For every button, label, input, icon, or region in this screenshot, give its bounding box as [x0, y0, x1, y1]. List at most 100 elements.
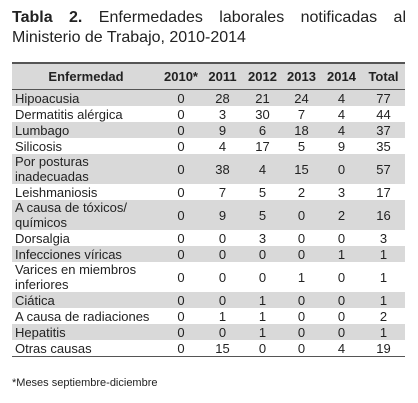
table-row: A causa de radiaciones 0 1 1 0 0 2	[12, 308, 405, 324]
column-header: 2011	[202, 62, 243, 90]
cell-value: 16	[362, 200, 405, 230]
table-row: Hipoacusia 0 28 21 24 4 77	[12, 89, 405, 106]
cell-value: 1	[379, 269, 388, 285]
cell-value: 0	[160, 246, 202, 262]
cell-value: 57	[362, 154, 405, 184]
cell-value: 1	[297, 269, 306, 285]
cell-value: 1	[362, 324, 405, 340]
column-header: 2013	[282, 62, 321, 90]
row-label: Silicosis	[15, 138, 62, 154]
cell-value: 30	[255, 106, 270, 122]
cell-value: 7	[218, 184, 227, 200]
cell-value: 4	[321, 89, 362, 106]
title-text: Enfermedades laborales notificadas al Mi…	[12, 9, 406, 46]
cell-value: 44	[376, 106, 391, 122]
cell-value: 0	[177, 138, 185, 154]
cell-value: 4	[243, 154, 282, 184]
column-header: Enfermedad	[12, 62, 160, 90]
table-row: Dorsalgia 0 0 3 0 0 3	[12, 230, 405, 246]
cell-value: 15	[282, 154, 321, 184]
cell-value: 1	[321, 246, 362, 262]
cell-value: 0	[202, 292, 243, 308]
data-table: Enfermedad 2010* 2011 2012 2013 2014 Total Hip…	[12, 62, 405, 357]
cell-value: 3	[258, 230, 267, 246]
cell-value: 6	[243, 122, 282, 138]
table-row: A causa de tóxicos/ químicos 0 9 5 0 2 16	[12, 200, 405, 230]
cell-value: 24	[282, 89, 321, 106]
row-label: Dorsalgia	[15, 230, 70, 246]
cell-value: 1	[243, 292, 282, 308]
table-row: Infecciones víricas 0 0 0 0 1 1	[12, 246, 405, 262]
cell-value: 5	[258, 184, 267, 200]
cell-value: 0	[177, 184, 185, 200]
row-label: Dermatitis alérgica	[15, 106, 123, 122]
cell-value: 0	[337, 308, 346, 324]
cell-value: 15	[202, 340, 243, 357]
table-row: Leishmaniosis 0 7 5 2 3 17	[12, 184, 405, 200]
cell-value: 1	[362, 292, 405, 308]
row-label: Por posturas inadecuadas	[12, 154, 160, 184]
cell-value: 0	[337, 230, 346, 246]
cell-value: 0	[177, 230, 185, 246]
cell-value: 0	[282, 200, 321, 230]
cell-value: 2	[297, 184, 306, 200]
footnote: *Meses septiembre-diciembre	[12, 377, 158, 389]
table-title: Tabla 2. Enfermedades laborales notifica…	[12, 8, 406, 48]
table-row: Ciática 0 0 1 0 0 1	[12, 292, 405, 308]
cell-value: 4	[218, 138, 227, 154]
column-header: 2014	[321, 62, 362, 90]
table-row: Hepatitis 0 0 1 0 0 1	[12, 324, 405, 340]
cell-value: 9	[202, 200, 243, 230]
table-row: Otras causas 0 15 0 0 4 19	[12, 340, 405, 357]
cell-value: 1	[362, 246, 405, 262]
cell-value: 1	[218, 308, 227, 324]
cell-value: 18	[282, 122, 321, 138]
cell-value: 38	[202, 154, 243, 184]
cell-value: 0	[160, 292, 202, 308]
row-label: Hipoacusia	[12, 89, 160, 106]
row-label: Hepatitis	[12, 324, 160, 340]
cell-value: 0	[160, 154, 202, 184]
cell-value: 0	[297, 308, 306, 324]
table-row: Dermatitis alérgica 0 3 30 7 4 44	[12, 106, 405, 122]
cell-value: 4	[321, 340, 362, 357]
cell-value: 1	[258, 308, 267, 324]
table-row: Por posturas inadecuadas 0 38 4 15 0 57	[12, 154, 405, 184]
title-label: Tabla 2.	[12, 9, 83, 26]
cell-value: 0	[297, 230, 306, 246]
column-header: Total	[362, 62, 405, 90]
cell-value: 9	[337, 138, 346, 154]
cell-value: 4	[337, 106, 346, 122]
cell-value: 0	[321, 324, 362, 340]
cell-value: 0	[321, 154, 362, 184]
cell-value: 17	[255, 138, 270, 154]
cell-value: 0	[160, 200, 202, 230]
table-row: Silicosis 0 4 17 5 9 35	[12, 138, 405, 154]
row-label: Infecciones víricas	[12, 246, 160, 262]
cell-value: 0	[202, 324, 243, 340]
row-label: A causa de tóxicos/ químicos	[12, 200, 160, 230]
cell-value: 0	[218, 230, 227, 246]
cell-value: 2	[379, 308, 388, 324]
cell-value: 19	[362, 340, 405, 357]
cell-value: 0	[243, 340, 282, 357]
cell-value: 0	[282, 246, 321, 262]
row-label: Otras causas	[12, 340, 160, 357]
cell-value: 21	[243, 89, 282, 106]
cell-value: 7	[297, 106, 306, 122]
cell-value: 0	[160, 122, 202, 138]
cell-value: 0	[282, 292, 321, 308]
cell-value: 0	[160, 340, 202, 357]
cell-value: 0	[218, 269, 227, 285]
cell-value: 3	[379, 230, 388, 246]
cell-value: 28	[202, 89, 243, 106]
table-row: Lumbago 0 9 6 18 4 37	[12, 122, 405, 138]
cell-value: 35	[376, 138, 391, 154]
cell-value: 9	[202, 122, 243, 138]
column-header: 2010*	[160, 62, 202, 90]
cell-value: 3	[218, 106, 227, 122]
cell-value: 17	[376, 184, 391, 200]
cell-value: 0	[177, 269, 185, 285]
cell-value: 37	[362, 122, 405, 138]
